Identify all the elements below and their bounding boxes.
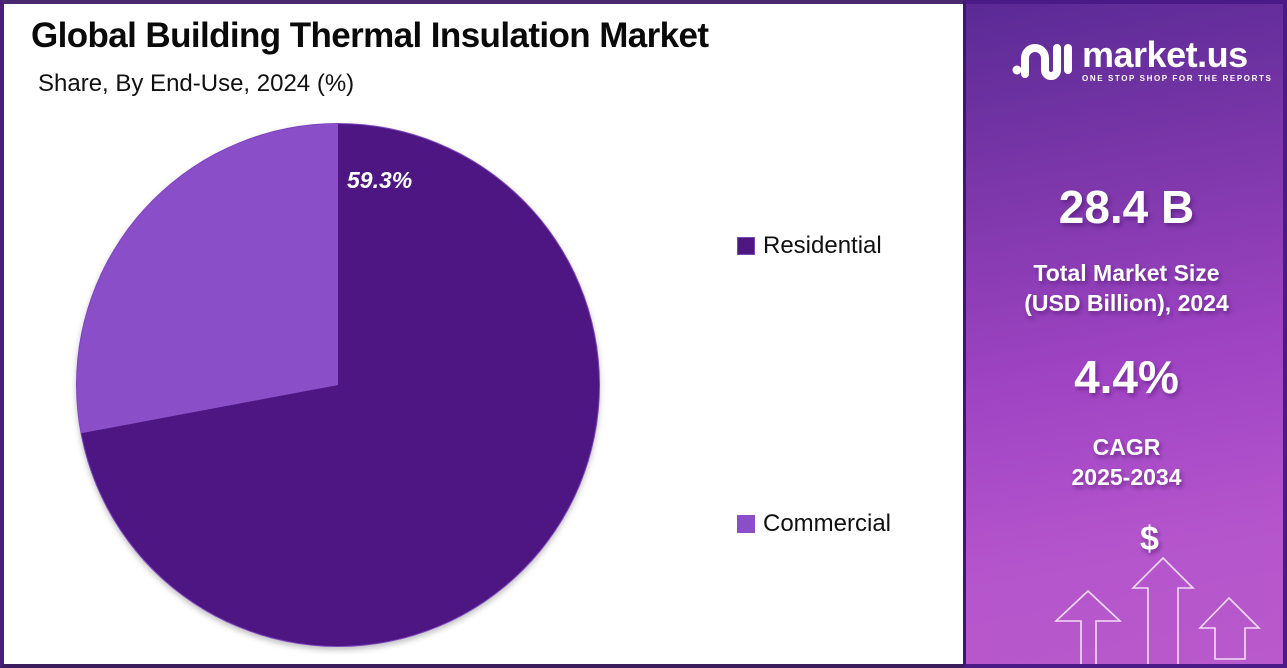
cagr-label-line2: 2025-2034	[1071, 464, 1182, 490]
legend-swatch-residential	[737, 237, 755, 255]
market-size-label-line1: Total Market Size	[1033, 260, 1220, 286]
growth-arrows-icon	[1053, 556, 1261, 664]
legend-swatch-commercial	[737, 515, 755, 533]
legend-label-residential: Residential	[763, 232, 882, 259]
market-us-logo-icon	[1012, 43, 1072, 80]
pie-label-residential: 59.3%	[347, 167, 413, 193]
arrow-up-right-icon	[1198, 596, 1261, 660]
pie-chart	[76, 123, 600, 647]
cagr-value: 4.4%	[1074, 351, 1179, 403]
legend-label-commercial: Commercial	[763, 510, 892, 537]
pie-slice-residential[interactable]	[81, 124, 600, 646]
cagr-label-line1: CAGR	[1092, 434, 1161, 460]
arrow-up-left-icon	[1053, 589, 1123, 664]
chart-subtitle: Share, By End-Use, 2024 (%)	[38, 70, 355, 97]
market-size-value: 28.4 B	[1058, 181, 1195, 233]
arrow-up-middle-icon	[1131, 556, 1195, 664]
market-size-label-line2: (USD Billion), 2024	[1024, 290, 1229, 316]
legend-item-commercial[interactable]: Commercial	[737, 510, 891, 538]
brand-tagline: ONE STOP SHOP FOR THE REPORTS	[1082, 74, 1273, 83]
pie-slice-commercial[interactable]	[77, 124, 338, 434]
stats-panel	[963, 0, 1287, 668]
brand-name: market.us	[1082, 34, 1248, 75]
brand-logo: market.us ONE STOP SHOP FOR THE REPORTS	[1012, 34, 1273, 83]
legend-item-residential[interactable]: Residential	[737, 232, 882, 260]
chart-title: Global Building Thermal Insulation Marke…	[31, 16, 709, 55]
dollar-icon: $	[1140, 520, 1159, 558]
